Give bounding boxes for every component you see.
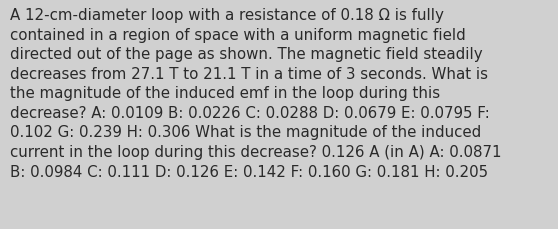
Text: A 12-cm-diameter loop with a resistance of 0.18 Ω is fully
contained in a region: A 12-cm-diameter loop with a resistance … <box>10 8 502 179</box>
